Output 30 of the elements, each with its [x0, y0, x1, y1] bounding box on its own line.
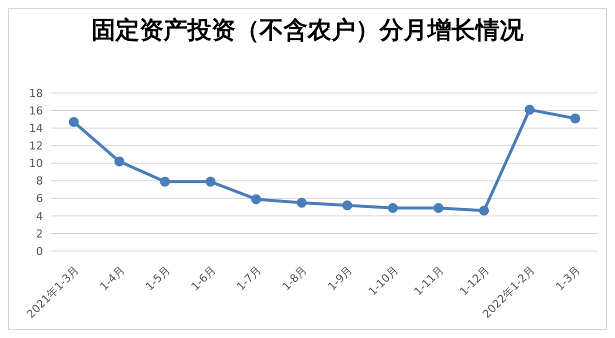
y-tick-label: 18 [29, 86, 43, 100]
point [433, 202, 444, 213]
x-tick-label: 1-6月 [188, 264, 218, 294]
point [388, 202, 398, 213]
x-tick-label: 1-3月 [553, 264, 583, 294]
point [114, 156, 124, 166]
y-tick-label: 2 [36, 227, 43, 240]
y-tick-label: 0 [36, 244, 43, 258]
point [479, 206, 490, 216]
point [296, 198, 307, 208]
point [342, 200, 352, 210]
point [570, 113, 580, 124]
y-tick-label: 12 [29, 140, 43, 153]
x-tick-label: 1-7月 [234, 264, 264, 294]
x-tick-label: 1-4月 [97, 264, 128, 294]
point [251, 194, 262, 204]
y-tick-label: 4 [36, 210, 43, 223]
point [160, 176, 170, 187]
x-tick-label: 1-5月 [143, 264, 173, 294]
point [524, 104, 535, 115]
x-tick-label: 1-9月 [325, 264, 356, 294]
y-tick-label: 16 [29, 104, 43, 118]
point [68, 116, 79, 127]
y-tick-label: 14 [29, 122, 43, 136]
x-tick-label: 1-8月 [280, 264, 310, 294]
point [206, 176, 216, 187]
y-tick-label: 10 [29, 157, 43, 170]
y-tick-label: 6 [36, 192, 43, 206]
y-tick-label: 8 [36, 174, 43, 188]
chart-title: 固定资产投资（不含农户）分月增长情况 [90, 15, 524, 46]
